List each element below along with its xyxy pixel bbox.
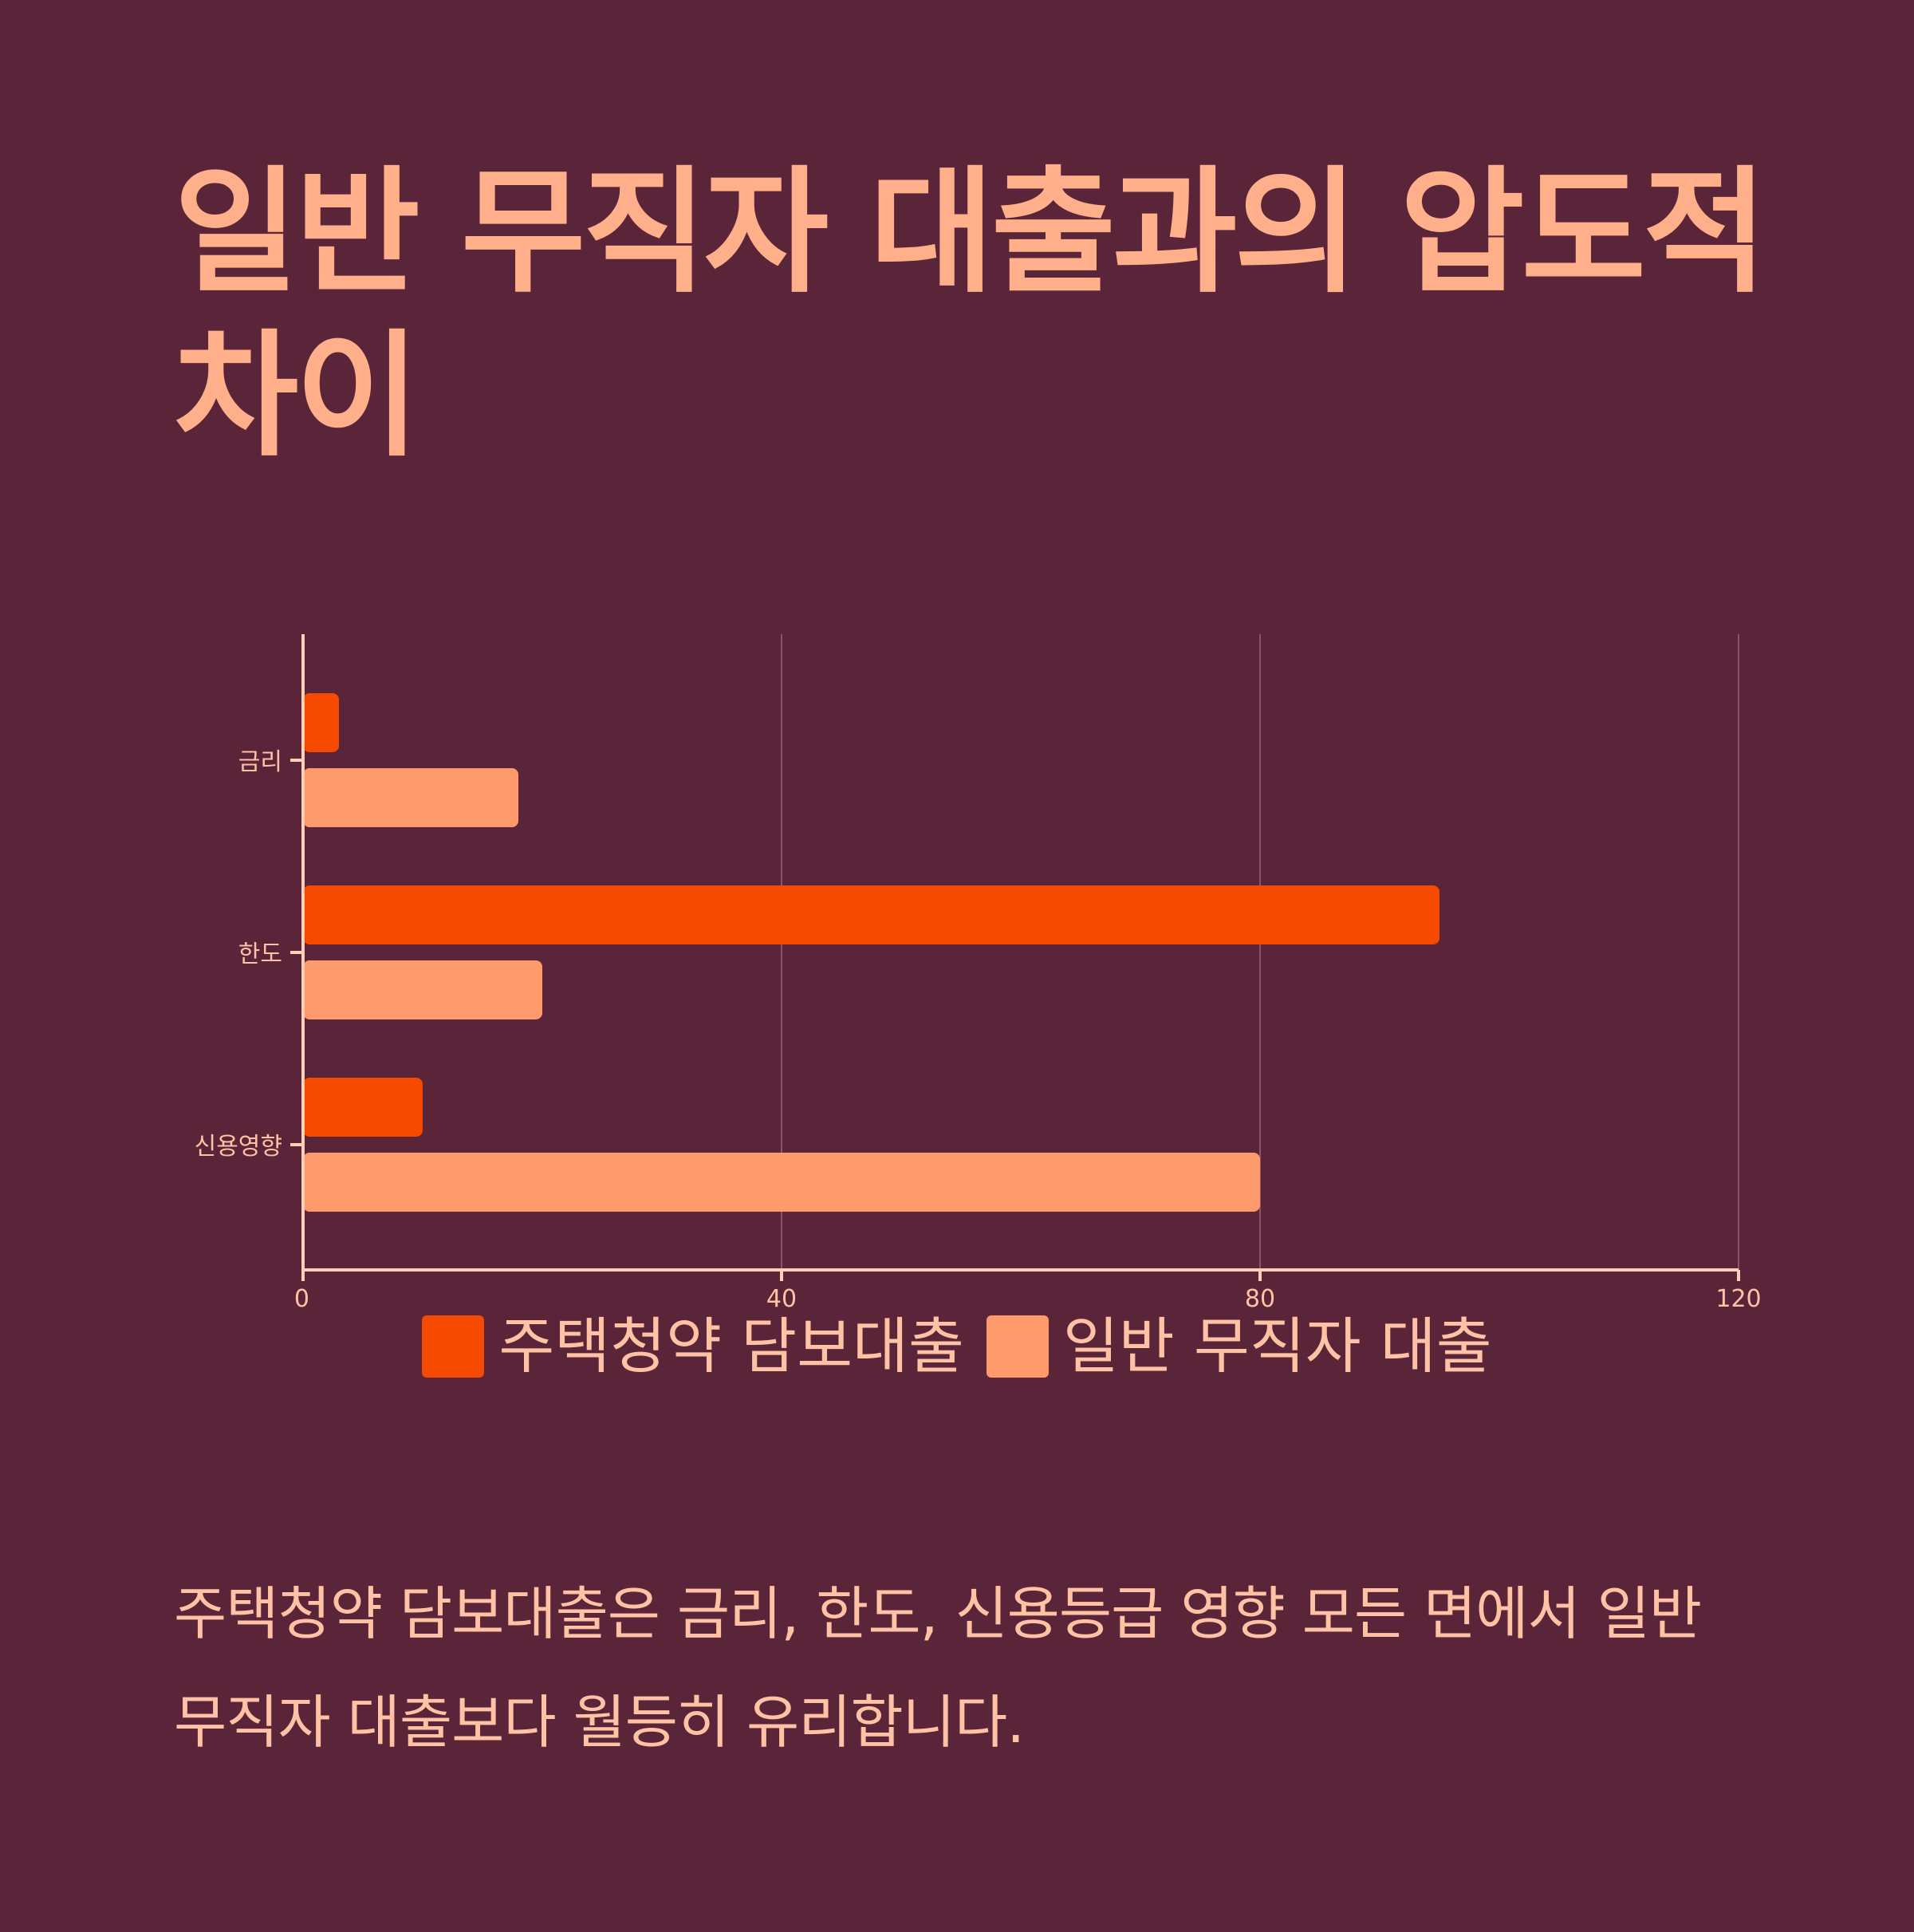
bar-1-2 xyxy=(303,885,1439,944)
y-tick-label: 금리 xyxy=(238,748,282,776)
x-tick-label: 40 xyxy=(766,1285,797,1308)
legend-label-series-1: 주택청약 담보대출 xyxy=(498,1311,964,1382)
bar-2-3 xyxy=(303,1153,1260,1212)
x-tick-label: 120 xyxy=(1715,1285,1761,1308)
legend-swatch-series-1 xyxy=(422,1315,485,1378)
bar-1-3 xyxy=(303,1078,423,1137)
y-tick-label: 신용영향 xyxy=(195,1133,282,1161)
legend-label-series-2: 일반 무직자 대출 xyxy=(1062,1311,1492,1382)
chart-caption: 주택청약 담보대출은 금리, 한도, 신용등급 영향 모든 면에서 일반 무직자… xyxy=(174,1580,1702,1756)
legend-item-series-2: 일반 무직자 대출 xyxy=(986,1311,1492,1382)
bar-1-1 xyxy=(303,693,339,752)
legend-swatch-series-2 xyxy=(986,1315,1049,1378)
legend-item-series-1: 주택청약 담보대출 xyxy=(422,1311,964,1382)
chart-title: 일반 무직자 대출과의 압도적 차이 xyxy=(174,154,1767,475)
y-tick-label: 한도 xyxy=(238,940,282,968)
chart-legend: 주택청약 담보대출 일반 무직자 대출 xyxy=(0,1311,1914,1382)
x-tick-label: 80 xyxy=(1245,1285,1275,1308)
bar-2-1 xyxy=(303,768,518,827)
x-tick-label: 0 xyxy=(294,1285,309,1308)
bar-2-2 xyxy=(303,960,542,1019)
